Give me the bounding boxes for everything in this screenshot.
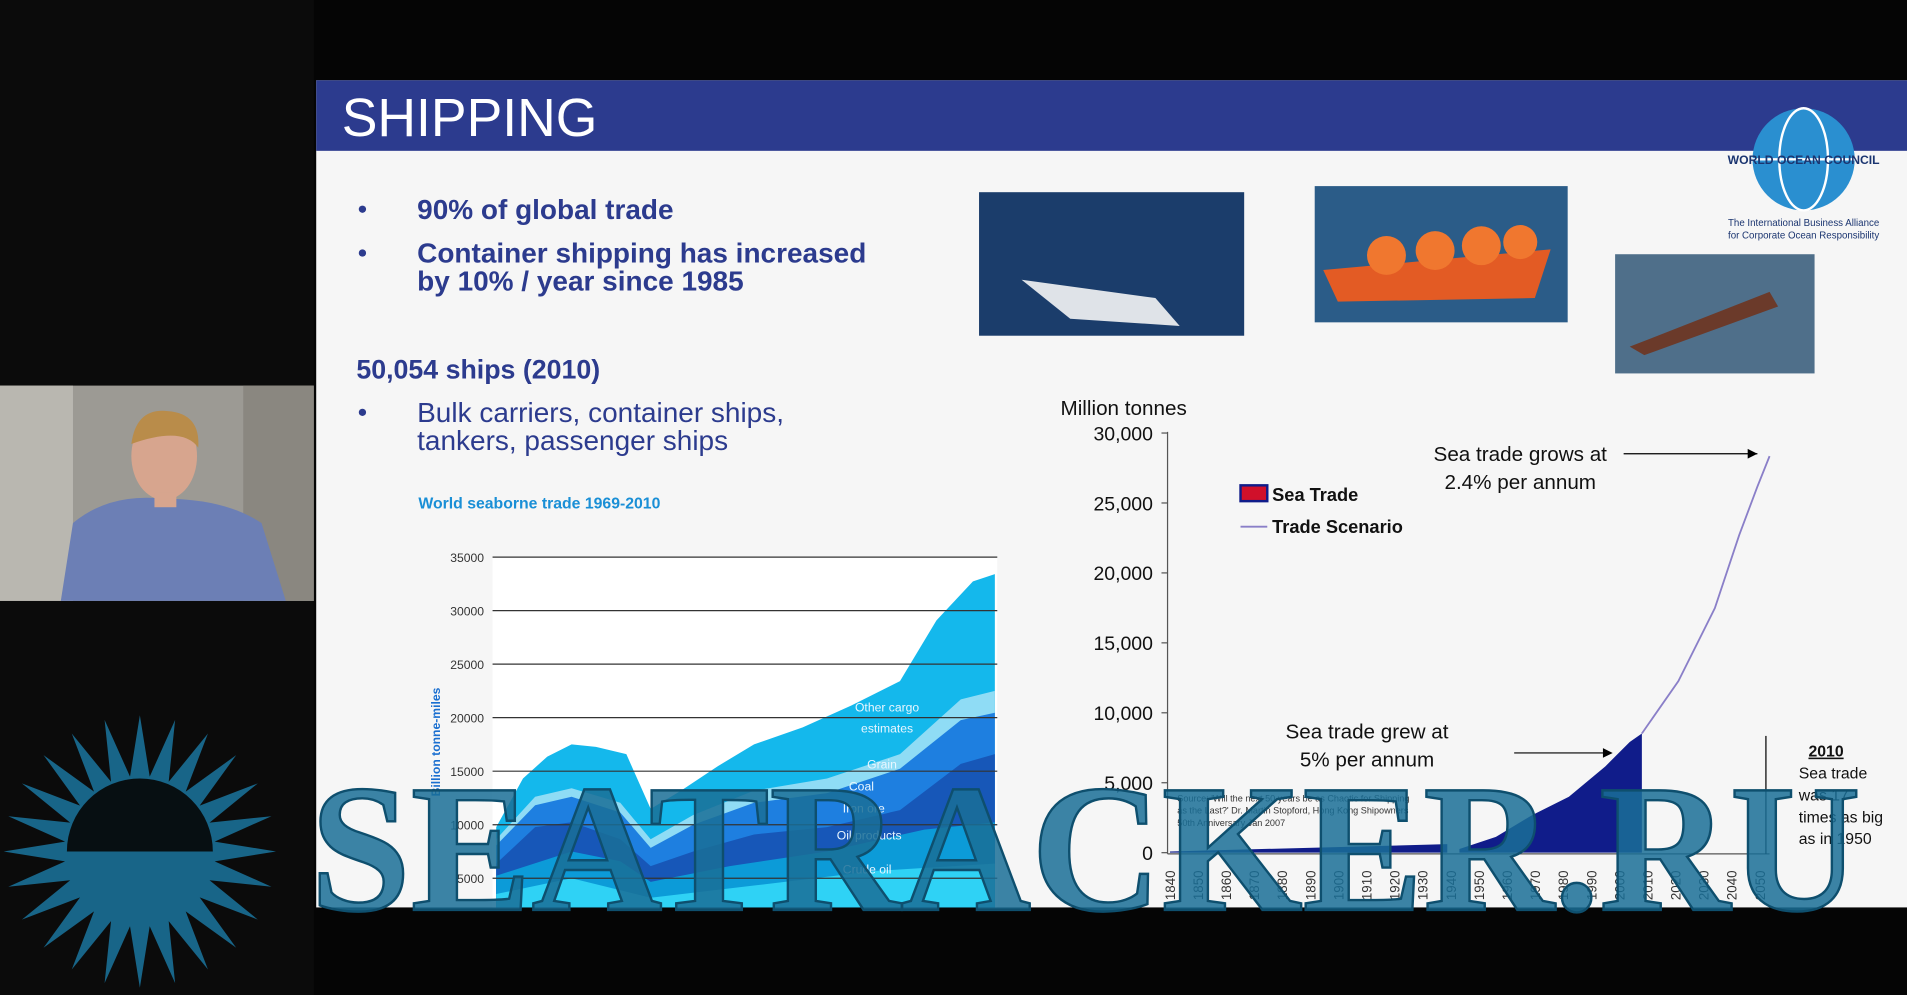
y-tick-label: 30000 [450,604,484,618]
x-tick-label: 1920 [1388,870,1403,900]
x-tick-label: 1840 [1163,870,1178,900]
y-tick-label: 15,000 [1093,633,1153,655]
y-tick-label: 20000 [450,712,484,726]
bullet-text: by 10% / year since 1985 [417,266,744,297]
watermark: SEATRACKER.RU [310,748,1861,950]
webcam [0,385,314,601]
chart-title: World seaborne trade 1969-2010 [418,495,660,512]
y-axis-label: Billion tonne-miles [429,687,443,796]
sun-core [66,778,213,852]
source: as the Last?' Dr. Martin Stopford, Hong … [1177,806,1409,816]
photos [979,186,1815,374]
annotation: 2.4% per annum [1444,471,1596,494]
x-tick-label: 1930 [1416,870,1431,900]
note: as in 1950 [1799,831,1872,848]
logo-name: WORLD OCEAN COUNCIL [1728,153,1881,167]
legend-label: Grain [867,758,897,772]
x-tick-label: 1990 [1584,870,1599,900]
x-tick-label: 1980 [1556,870,1571,900]
y-tick-label: 25000 [450,658,484,672]
x-tick-label: 2020 [1669,870,1684,900]
y-tick-label: 0 [1142,843,1153,865]
x-tick-label: 1910 [1360,870,1375,900]
logo-globe [1752,107,1855,212]
y-tick-label: 5000 [457,872,484,886]
bullet-text: Container shipping has increased [417,238,866,269]
bullet [358,249,367,257]
x-tick-label: 2050 [1753,870,1768,900]
legend-label: Trade Scenario [1272,516,1403,537]
x-tick-label: 1890 [1303,870,1318,900]
subheading: 50,054 ships (2010) [356,354,600,384]
right-chart: 30,000 25,000 20,000 15,000 10,000 5,000 0 1840… [1093,423,1883,900]
legend-label: Oil products [837,828,902,842]
y-tick-label: 15000 [450,765,484,779]
legend-label: Other cargo [855,701,919,715]
annotation: 5% per annum [1300,748,1434,771]
note: times as big [1799,809,1883,826]
x-tick-label: 2010 [1640,870,1655,900]
y-tick-label: 35000 [450,551,484,565]
legend-label: Sea Trade [1272,484,1358,505]
left-chart: 35000 30000 25000 20000 15000 10000 5000 Billio… [429,551,998,908]
source: Source: 'Will the next 50 years be as Ch… [1177,794,1409,804]
x-tick-label: 1950 [1472,870,1487,900]
y-tick-label: 20,000 [1093,563,1153,585]
x-tick-label: 1970 [1528,870,1543,900]
bullet [358,205,367,213]
y-tick-label: 10,000 [1093,703,1153,725]
logo-tagline: for Corporate Ocean Responsibility [1728,230,1879,241]
title-bar [316,80,1907,151]
x-tick-label: 2000 [1612,870,1627,900]
y-tick-label: 10000 [450,819,484,833]
annotation: Sea trade grew at [1285,720,1448,743]
slide-title: SHIPPING [342,89,598,148]
x-tick-label: 1940 [1444,870,1459,900]
watermark-sun [3,715,277,988]
x-tick-label: 1850 [1191,870,1206,900]
note: 2010 [1808,744,1843,761]
bullet-text: 90% of global trade [417,194,673,225]
bullet [358,408,367,417]
legend-label: estimates [861,721,913,735]
bullet-text: tankers, passenger ships [417,425,728,456]
logo-tagline: The International Business Alliance [1728,218,1879,229]
annotation: Sea trade grows at [1434,443,1608,466]
y-tick-label: 30,000 [1093,423,1153,445]
note: Sea trade [1799,765,1868,782]
legend-label: Coal [849,780,874,794]
x-tick-label: 2030 [1697,870,1712,900]
x-tick-label: 1960 [1500,870,1515,900]
x-tick-label: 2040 [1725,870,1740,900]
x-tick-label: 1900 [1331,870,1346,900]
x-tick-label: 1880 [1275,870,1290,900]
note: was 17 [1798,787,1849,804]
source: 50th Anniversary Jan 2007 [1177,818,1285,828]
y-tick-label: 5,000 [1104,773,1153,795]
legend-label: Iron ore [843,802,885,816]
sun-rays [3,715,277,988]
y-axis-label: Million tonnes [1061,397,1187,420]
bullet-text: Bulk carriers, container ships, [417,397,784,428]
y-tick-label: 25,000 [1093,493,1153,515]
x-tick-label: 1860 [1219,870,1234,900]
legend-label: Crude oil [843,862,892,876]
x-tick-label: 1870 [1247,870,1262,900]
